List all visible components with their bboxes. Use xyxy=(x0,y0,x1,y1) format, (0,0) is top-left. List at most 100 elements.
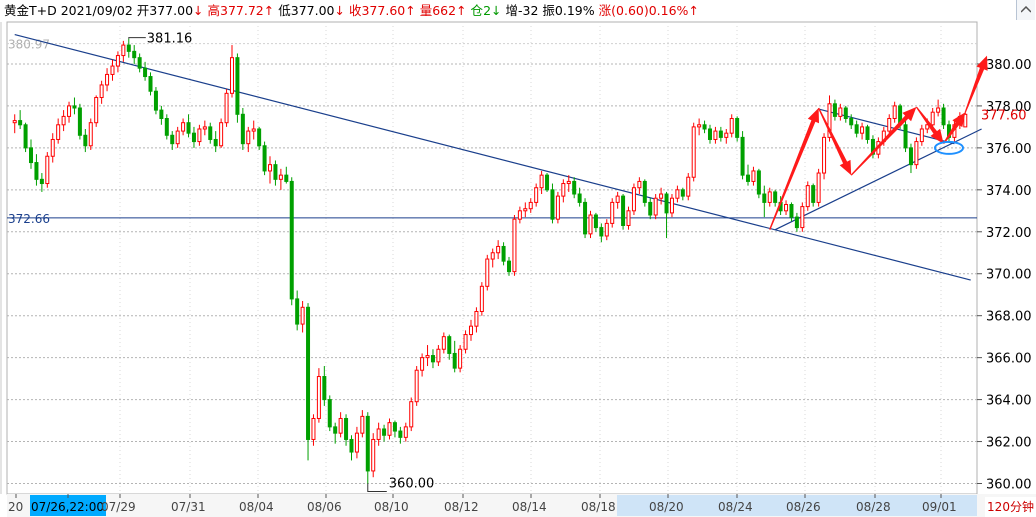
candle-body xyxy=(773,191,778,203)
volume-value: 662 xyxy=(432,3,457,18)
chevron-up-icon xyxy=(1021,6,1031,13)
volume-label: 量 xyxy=(419,3,433,18)
y-tick-label: 374.00 xyxy=(986,184,1032,199)
candle-body xyxy=(115,55,120,67)
candle-body xyxy=(257,128,262,147)
y-tick-label: 362.00 xyxy=(986,436,1032,451)
candle-body xyxy=(463,334,468,350)
volume-arrow: ↑ xyxy=(456,3,467,18)
candle-body xyxy=(941,107,946,126)
highlight-ellipse xyxy=(933,140,964,155)
candle-body xyxy=(501,245,506,262)
candle-body xyxy=(718,130,723,138)
candle-body xyxy=(479,285,484,312)
candle-body xyxy=(447,336,452,354)
candle-body xyxy=(669,197,674,214)
candle-body xyxy=(175,130,180,145)
candle-body xyxy=(740,136,745,176)
candle-body xyxy=(316,376,321,419)
candle-body xyxy=(344,417,349,440)
position-value: 2 xyxy=(483,3,492,18)
last-price-label: 377.60 xyxy=(981,108,1027,123)
x-tick-label: 08/14 xyxy=(512,500,547,514)
candle-body xyxy=(83,134,88,147)
y-tick-label: 372.00 xyxy=(986,226,1032,241)
trend-arrow xyxy=(915,106,944,144)
open-label: 开 xyxy=(136,3,150,18)
candle-body xyxy=(273,164,278,180)
candle-body xyxy=(539,174,544,189)
y-tick-label: 370.00 xyxy=(986,268,1032,283)
position-arrow: ↓ xyxy=(491,3,502,18)
candle-body xyxy=(251,128,256,132)
candle-body xyxy=(392,422,397,432)
candle-body xyxy=(34,162,39,180)
candle-body xyxy=(403,426,408,438)
candle-body xyxy=(545,174,550,191)
quote-date: 2021/09/02 xyxy=(60,3,133,18)
candle-body xyxy=(615,195,620,203)
period-selector[interactable]: 120分钟 xyxy=(985,497,1036,517)
high-value: 377.72 xyxy=(220,3,264,18)
candle-body xyxy=(849,117,854,126)
y-tick-label: 380.00 xyxy=(986,58,1032,73)
low-value: 377.00 xyxy=(290,3,335,18)
candle-body xyxy=(12,120,17,124)
candle-body xyxy=(268,164,273,172)
increase-value: -32 xyxy=(518,3,539,18)
candle-body xyxy=(822,136,827,174)
candle-body xyxy=(132,50,137,59)
candle-body xyxy=(843,107,848,119)
candle-body xyxy=(604,222,609,237)
candle-body xyxy=(566,180,571,185)
close-label: 收 xyxy=(348,3,362,18)
candle-body xyxy=(762,193,767,203)
candle-body xyxy=(284,174,289,182)
candle-body xyxy=(496,245,501,254)
candle-body xyxy=(659,193,664,199)
candle-body xyxy=(534,187,539,203)
candle-body xyxy=(148,76,153,92)
high-arrow: ↑ xyxy=(263,3,275,18)
candle-body xyxy=(930,111,935,126)
candle-body xyxy=(507,260,512,273)
candle-body xyxy=(794,216,799,229)
x-tick-label: 07/31 xyxy=(171,500,206,514)
candle-body xyxy=(642,180,647,203)
scroll-up-button[interactable] xyxy=(1016,0,1035,20)
candle-body xyxy=(925,124,930,130)
candle-body xyxy=(349,438,354,453)
candle-body xyxy=(137,57,142,69)
candle-body xyxy=(555,195,560,220)
candle-body xyxy=(197,128,202,143)
increase-label: 增 xyxy=(505,3,518,18)
candle-body xyxy=(919,128,924,143)
candle-body xyxy=(240,113,245,145)
candle-body xyxy=(452,352,457,369)
x-axis-highlight xyxy=(617,495,977,516)
candle-body xyxy=(735,117,740,138)
candle-body xyxy=(914,141,919,166)
candle-body xyxy=(485,258,490,287)
candle-body xyxy=(398,430,403,438)
cursor-time-label: 07/26,22:00 xyxy=(31,500,104,514)
trendline-august-end-support xyxy=(774,128,982,231)
candle-body xyxy=(159,109,164,119)
candle-body xyxy=(827,103,832,138)
candle-body xyxy=(702,124,707,130)
candle-body xyxy=(229,57,234,94)
candle-body xyxy=(686,176,691,197)
candle-body xyxy=(278,174,283,180)
x-tick-label: 08/04 xyxy=(239,500,274,514)
y-tick-label: 360.00 xyxy=(986,478,1032,493)
x-tick-label: 08/18 xyxy=(581,500,616,514)
x-tick-label: 20 xyxy=(8,500,23,514)
candle-body xyxy=(637,180,642,189)
y-tick-label: 364.00 xyxy=(986,394,1032,409)
trendline-upper-channel xyxy=(14,34,971,281)
candle-body xyxy=(577,193,582,203)
candle-body xyxy=(121,44,126,57)
candle-body xyxy=(77,107,82,136)
candle-body xyxy=(202,126,207,130)
